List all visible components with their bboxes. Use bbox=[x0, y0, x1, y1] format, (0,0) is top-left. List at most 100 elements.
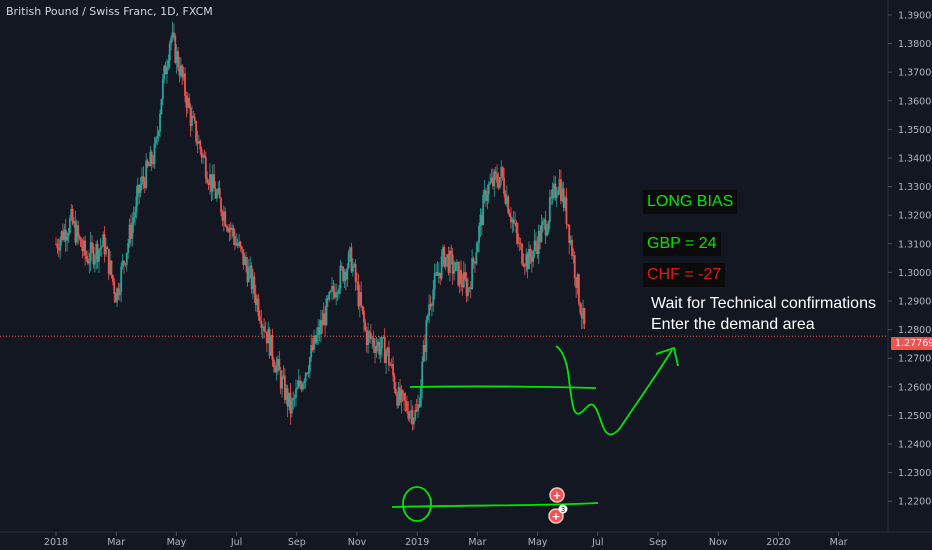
candle-body bbox=[132, 217, 135, 223]
candle-body bbox=[213, 174, 216, 189]
candle-body bbox=[554, 183, 557, 198]
candle-body bbox=[240, 246, 243, 250]
price-axis[interactable]: 1.39000 1.38000 1.37000 1.36000 1.35000 1.340… bbox=[887, 0, 932, 532]
candle-body bbox=[89, 242, 92, 262]
candle-body bbox=[114, 293, 117, 303]
candle-body bbox=[107, 248, 110, 275]
chf-score-label: CHF = -27 bbox=[643, 263, 726, 287]
x-tick-label: Nov bbox=[348, 537, 367, 548]
candle-body bbox=[231, 227, 234, 230]
candle-body bbox=[154, 138, 157, 144]
candle-body bbox=[364, 322, 367, 330]
candle-body bbox=[555, 194, 558, 198]
candle-body bbox=[388, 347, 390, 366]
candle-body bbox=[576, 274, 579, 288]
candle-body bbox=[345, 271, 347, 280]
candle-body bbox=[379, 347, 382, 355]
candle-body bbox=[400, 390, 403, 403]
x-tick-label: May bbox=[528, 537, 548, 548]
candle-body bbox=[124, 263, 127, 265]
candle-body bbox=[479, 214, 482, 226]
candle-body bbox=[320, 320, 322, 335]
candle-body bbox=[548, 197, 551, 222]
candle-body bbox=[149, 151, 152, 167]
candle-body bbox=[300, 384, 303, 390]
x-tick-label: Sep bbox=[288, 537, 306, 548]
candle-body bbox=[136, 185, 139, 197]
candle-body bbox=[340, 265, 343, 268]
candle-body bbox=[403, 393, 406, 401]
candle-body bbox=[161, 79, 164, 99]
candle-body bbox=[181, 65, 184, 77]
candle-body bbox=[314, 335, 317, 343]
candle-body bbox=[347, 252, 350, 269]
candle-body bbox=[354, 263, 357, 282]
time-axis[interactable]: 2018 Mar May Jul Sep Nov 2019 Mar May Jul Sep Nov 20… bbox=[0, 531, 932, 548]
x-tick-label: Mar bbox=[107, 537, 125, 548]
candle-body bbox=[120, 266, 123, 292]
candle-body bbox=[435, 272, 437, 274]
candle-body bbox=[382, 337, 385, 338]
low-circle bbox=[402, 486, 432, 522]
candle-body bbox=[197, 141, 200, 144]
candle-body bbox=[410, 410, 412, 414]
candle-body bbox=[82, 240, 85, 252]
candle-body bbox=[179, 65, 182, 76]
candle-body bbox=[428, 303, 431, 317]
candle-body bbox=[389, 365, 392, 366]
candle-body bbox=[494, 171, 497, 174]
candle-body bbox=[186, 97, 189, 108]
candle-body bbox=[411, 410, 414, 425]
candle-body bbox=[532, 251, 535, 262]
candle-body bbox=[449, 250, 451, 273]
candle-body bbox=[535, 240, 537, 246]
candle-body bbox=[207, 182, 210, 185]
candle-body bbox=[96, 243, 99, 262]
candle-body bbox=[289, 392, 292, 414]
y-tick-label: 1.38000 bbox=[898, 39, 932, 50]
candle-body bbox=[263, 326, 265, 332]
candle-body bbox=[123, 260, 125, 264]
candle-body bbox=[521, 244, 523, 264]
candle-body bbox=[274, 367, 277, 373]
candle-body bbox=[73, 221, 75, 224]
candle-body bbox=[394, 388, 397, 395]
candle-body bbox=[177, 51, 179, 68]
support-line bbox=[391, 502, 599, 508]
candle-body bbox=[106, 247, 109, 249]
candle-body bbox=[331, 286, 333, 292]
note-line-2: Enter the demand area bbox=[651, 316, 815, 333]
candle-body bbox=[339, 265, 342, 289]
candle-body bbox=[386, 347, 389, 353]
demand-zone-top-line bbox=[409, 385, 597, 389]
candle-body bbox=[546, 231, 548, 236]
event-marker-bottom[interactable]: + 3 bbox=[548, 504, 568, 524]
candle-body bbox=[275, 364, 278, 373]
candle-body bbox=[157, 131, 160, 137]
candle-body bbox=[419, 387, 422, 407]
candle-body bbox=[468, 287, 471, 289]
candle-body bbox=[461, 282, 464, 288]
candle-body bbox=[77, 225, 80, 236]
y-tick-label: 1.32000 bbox=[898, 211, 932, 222]
candle-body bbox=[59, 239, 62, 251]
candle-body bbox=[525, 253, 528, 267]
candle-body bbox=[497, 182, 500, 188]
candle-body bbox=[442, 247, 444, 257]
candle-body bbox=[55, 243, 57, 245]
candle-body bbox=[60, 231, 63, 240]
y-tick-label: 1.33000 bbox=[898, 182, 932, 193]
candle-body bbox=[252, 276, 254, 290]
candle-body bbox=[125, 252, 128, 265]
candle-body bbox=[307, 371, 310, 374]
candle-body bbox=[271, 335, 274, 360]
candle-body bbox=[311, 345, 314, 351]
candle-body bbox=[560, 179, 562, 201]
event-marker-top[interactable]: + bbox=[549, 487, 565, 503]
y-tick-label: 1.31000 bbox=[898, 239, 932, 250]
candle-body bbox=[582, 308, 584, 319]
candle-body bbox=[346, 268, 349, 280]
candle-body bbox=[168, 43, 171, 61]
candle-body bbox=[561, 188, 564, 201]
